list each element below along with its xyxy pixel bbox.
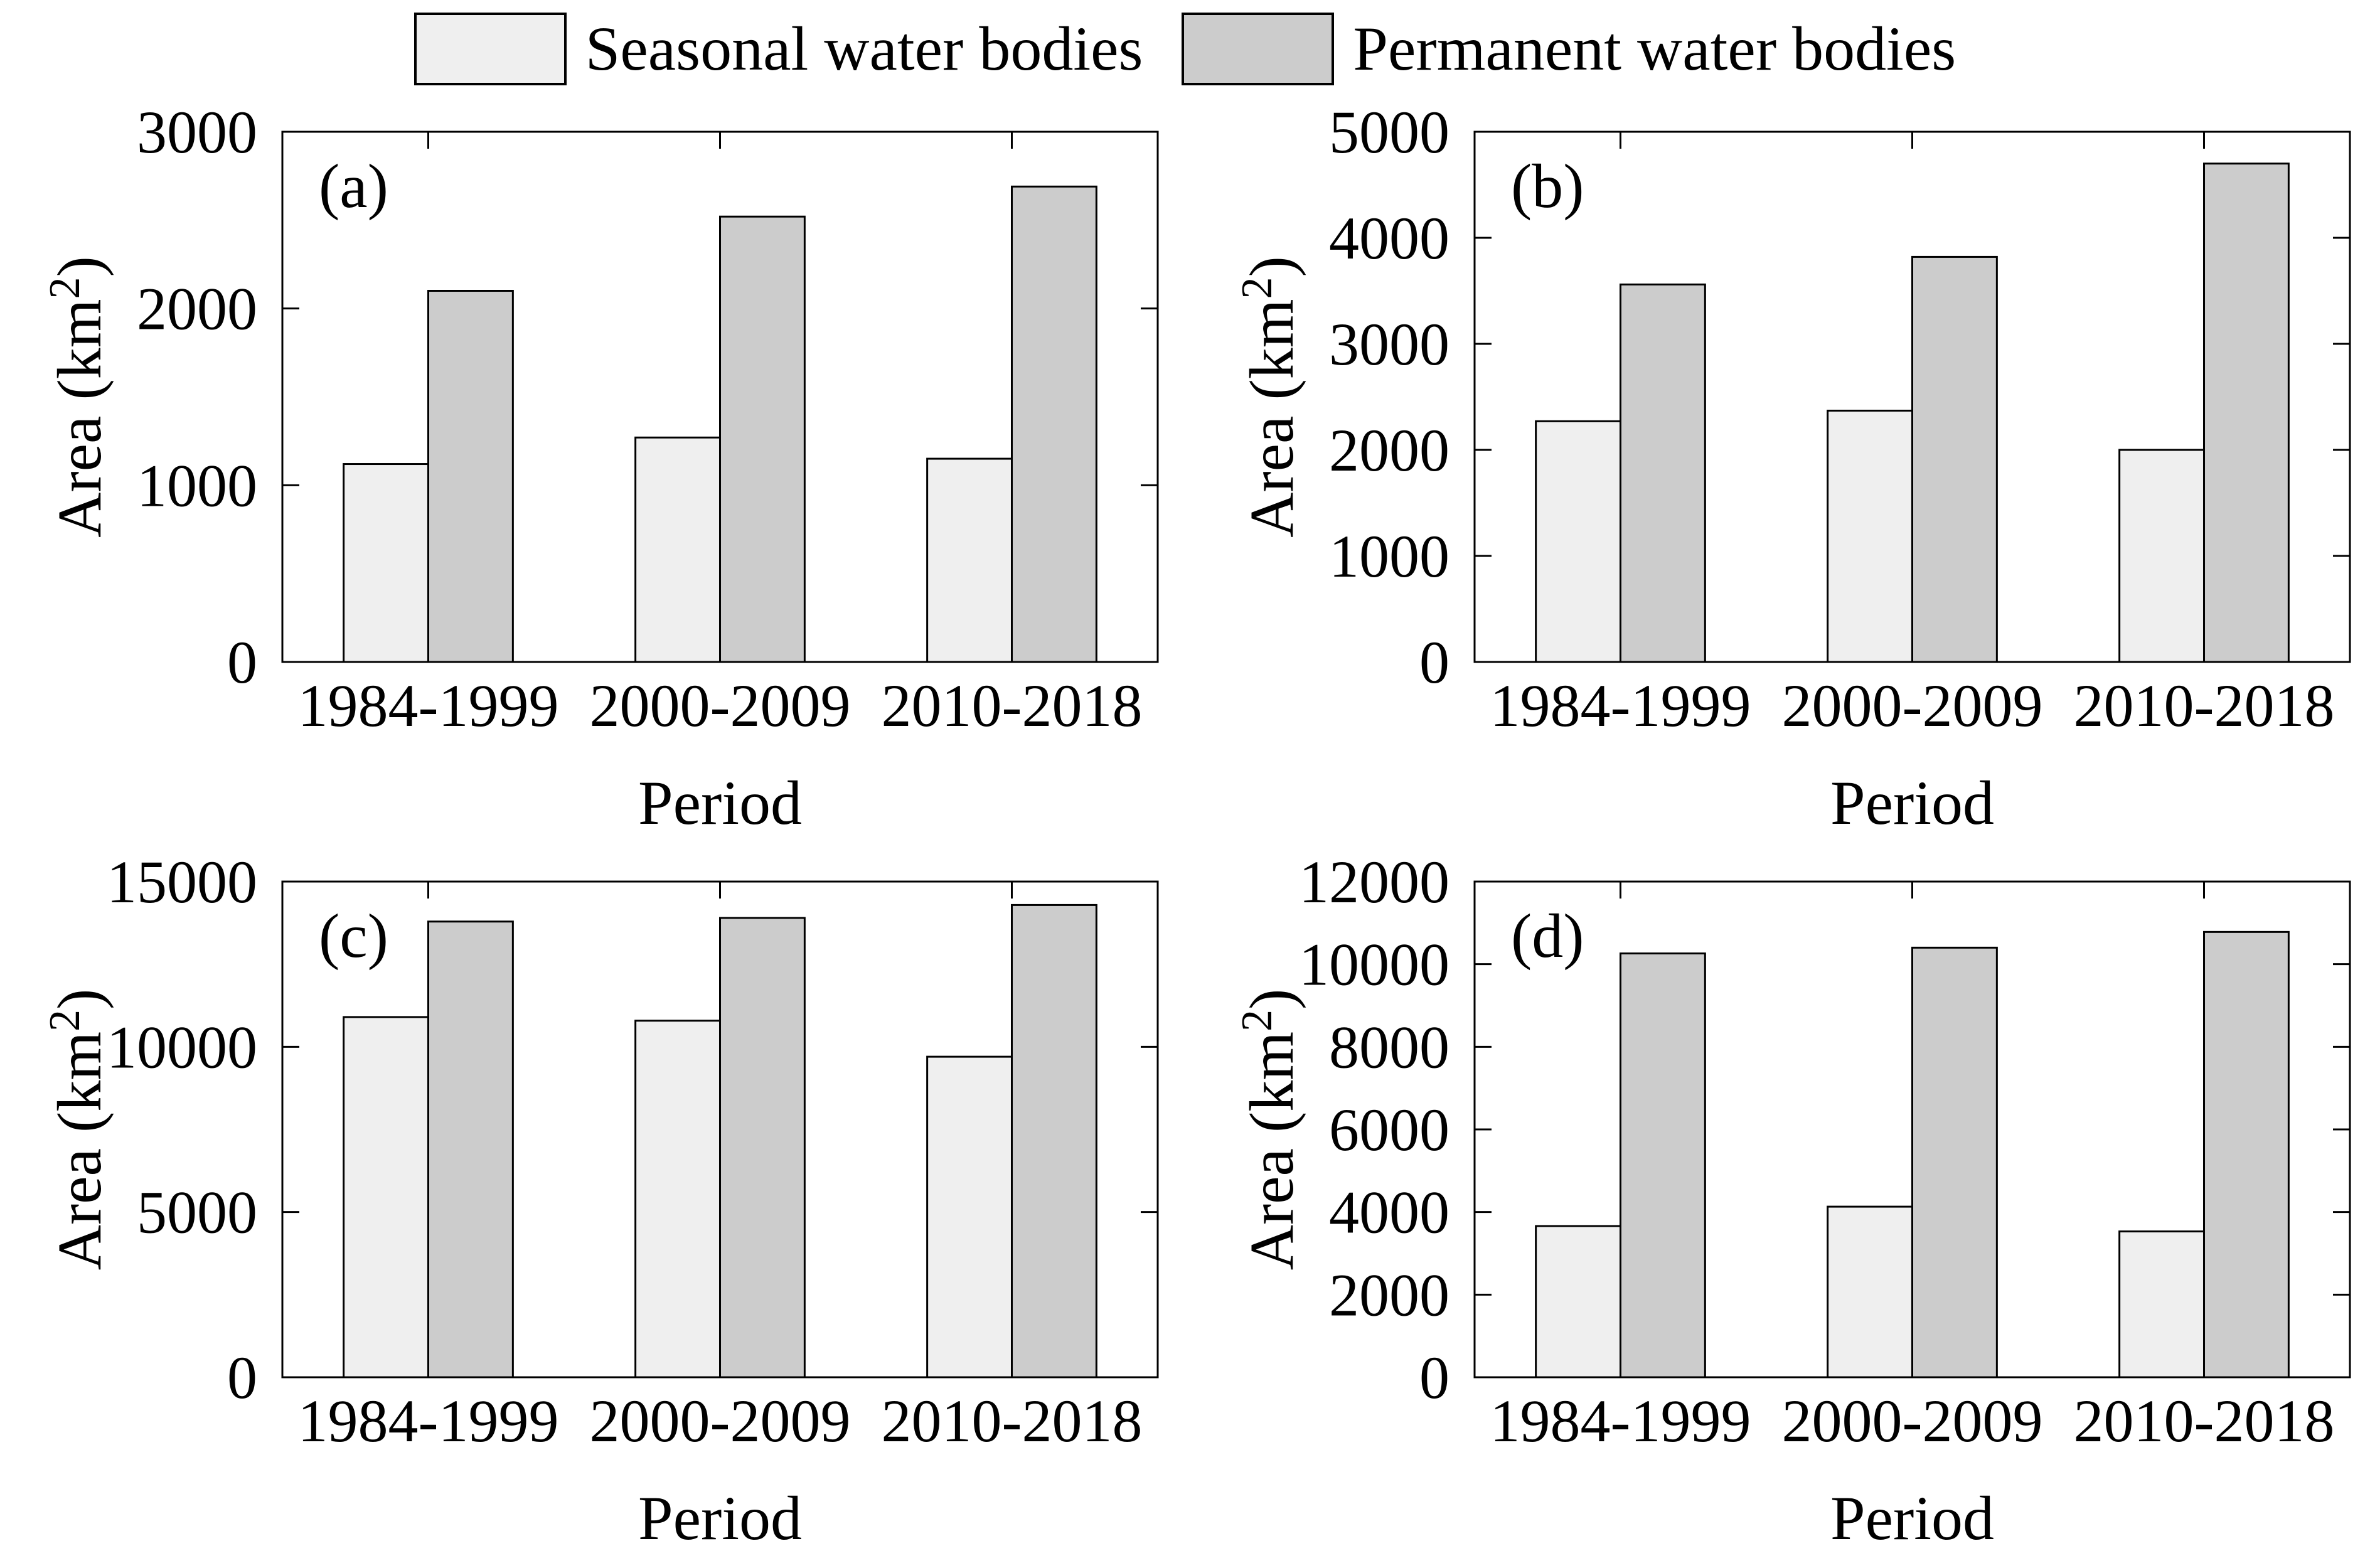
panel-letter: (b) (1511, 151, 1584, 221)
x-tick-label: 1984-1999 (298, 672, 559, 739)
y-tick-label: 8000 (1329, 1013, 1449, 1080)
bar-seasonal-1984-1999 (343, 1016, 430, 1379)
bar-permanent-1984-1999 (1620, 283, 1706, 663)
y-tick-label: 0 (227, 629, 257, 696)
y-tick-label: 5000 (1329, 99, 1449, 166)
panel-letter: (d) (1511, 901, 1584, 971)
y-tick-label: 15000 (107, 848, 257, 915)
y-tick-label: 4000 (1329, 1179, 1449, 1246)
bar-seasonal-1984-1999 (1535, 1225, 1621, 1379)
y-tick-label: 12000 (1299, 848, 1449, 915)
y-tick-label: 0 (1419, 629, 1449, 696)
x-axis-label: Period (1830, 768, 1994, 838)
panel-b: 0 1000 2000 3000 4000 5000 1984-1999 2000-2009 2… (1233, 99, 2351, 838)
bar-permanent-1984-1999 (427, 920, 514, 1379)
x-tick-label: 1984-1999 (1490, 672, 1751, 739)
y-tick-label: 10000 (1299, 931, 1449, 998)
x-tick-label: 2010-2018 (882, 1387, 1143, 1454)
y-tick-label: 1000 (1329, 523, 1449, 590)
x-tick-label: 2000-2009 (1782, 1387, 2043, 1454)
bar-permanent-2010-2018 (1011, 185, 1097, 663)
x-axis-label: Period (638, 768, 802, 838)
x-axis-label: Period (638, 1483, 802, 1553)
bar-permanent-2010-2018 (2203, 931, 2290, 1379)
x-tick-label: 1984-1999 (1490, 1387, 1751, 1454)
legend-label-permanent: Permanent water bodies (1353, 14, 1956, 83)
y-tick-label: 3000 (1329, 311, 1449, 378)
bar-seasonal-2000-2009 (634, 1020, 722, 1379)
panel-letter: (a) (319, 151, 388, 221)
panel-c: 0 5000 10000 15000 1984-1999 2000-2009 2010-20… (41, 848, 1159, 1553)
panel-a: 0 1000 2000 3000 1984-1999 2000-2009 2010-2018… (41, 99, 1159, 838)
y-tick-label: 0 (1419, 1344, 1449, 1411)
y-axis-label: Area (km2) (1233, 256, 1306, 538)
bar-seasonal-1984-1999 (1535, 420, 1621, 663)
bar-permanent-2010-2018 (1011, 904, 1097, 1379)
x-tick-label: 2010-2018 (2074, 1387, 2335, 1454)
bar-permanent-1984-1999 (427, 290, 514, 663)
bar-seasonal-2000-2009 (1827, 1205, 1913, 1379)
x-tick-label: 2000-2009 (590, 672, 851, 739)
y-axis-label: Area (km2) (41, 989, 114, 1271)
y-tick-label: 2000 (137, 275, 257, 343)
x-tick-label: 2010-2018 (882, 672, 1143, 739)
y-tick-label: 10000 (107, 1013, 257, 1080)
bar-permanent-1984-1999 (1620, 952, 1706, 1379)
bar-seasonal-2010-2018 (2118, 1230, 2205, 1379)
x-tick-label: 2000-2009 (1782, 672, 2043, 739)
y-tick-label: 6000 (1329, 1096, 1449, 1163)
y-tick-label: 4000 (1329, 205, 1449, 272)
bar-seasonal-2000-2009 (634, 436, 722, 663)
y-tick-label: 5000 (137, 1179, 257, 1246)
bar-permanent-2000-2009 (1911, 946, 1998, 1379)
x-tick-label: 2010-2018 (2074, 672, 2335, 739)
bar-permanent-2010-2018 (2203, 163, 2290, 663)
bar-seasonal-1984-1999 (343, 463, 430, 663)
y-tick-label: 2000 (1329, 417, 1449, 484)
legend-swatch-permanent-icon (1182, 13, 1335, 85)
legend: Seasonal water bodies Permanent water bo… (0, 13, 2370, 85)
x-tick-label: 1984-1999 (298, 1387, 559, 1454)
legend-label-seasonal: Seasonal water bodies (585, 14, 1143, 83)
legend-item-seasonal: Seasonal water bodies (414, 13, 1143, 85)
legend-swatch-seasonal-icon (414, 13, 567, 85)
y-axis-label: Area (km2) (41, 256, 114, 538)
panel-letter: (c) (319, 901, 388, 971)
bar-permanent-2000-2009 (719, 215, 806, 663)
x-axis-label: Period (1830, 1483, 1994, 1553)
y-tick-label: 0 (227, 1344, 257, 1411)
y-tick-label: 3000 (137, 99, 257, 166)
legend-item-permanent: Permanent water bodies (1182, 13, 1956, 85)
y-axis-label: Area (km2) (1233, 989, 1306, 1271)
x-tick-label: 2000-2009 (590, 1387, 851, 1454)
bar-seasonal-2010-2018 (2118, 449, 2205, 663)
bar-seasonal-2010-2018 (926, 1055, 1013, 1379)
panel-d: 0 2000 4000 6000 8000 10000 12000 1984-1999 2000… (1233, 848, 2351, 1553)
bar-permanent-2000-2009 (1911, 255, 1998, 663)
y-tick-label: 2000 (1329, 1261, 1449, 1328)
y-tick-label: 1000 (137, 452, 257, 519)
bar-seasonal-2000-2009 (1827, 409, 1913, 663)
bar-seasonal-2010-2018 (926, 457, 1013, 663)
bar-permanent-2000-2009 (719, 917, 806, 1379)
